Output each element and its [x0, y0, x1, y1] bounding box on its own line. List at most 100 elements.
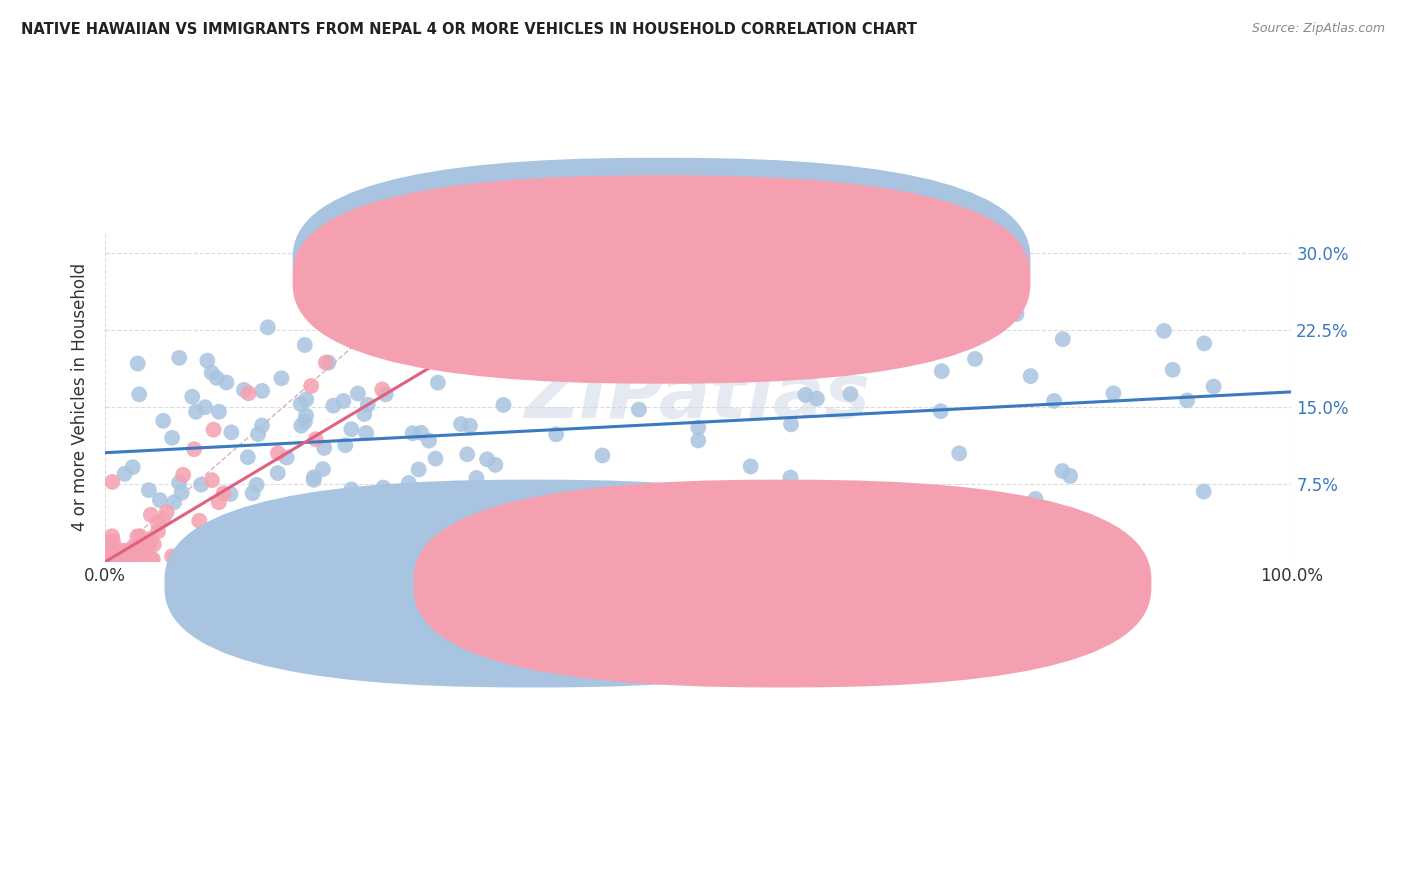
Point: [118, 543, 141, 558]
Text: NATIVE HAWAIIAN VS IMMIGRANTS FROM NEPAL 4 OR MORE VEHICLES IN HOUSEHOLD CORRELA: NATIVE HAWAIIAN VS IMMIGRANTS FROM NEPAL…: [21, 22, 917, 37]
Point: [299, 379, 322, 393]
Point: [134, 537, 156, 551]
Point: [426, 376, 449, 390]
Point: [398, 475, 420, 490]
Point: [121, 460, 143, 475]
Point: [824, 360, 846, 375]
Point: [146, 524, 169, 539]
Text: Immigrants from Nepal: Immigrants from Nepal: [806, 575, 983, 591]
Point: [290, 418, 312, 433]
Point: [121, 549, 143, 563]
Point: [141, 532, 163, 546]
Point: [219, 487, 242, 501]
Point: [100, 539, 122, 553]
Point: [186, 537, 208, 551]
Point: [184, 546, 207, 560]
Point: [340, 422, 363, 436]
Point: [318, 355, 340, 369]
Point: [1052, 464, 1074, 478]
Point: [1005, 307, 1028, 321]
Point: [1192, 484, 1215, 499]
Point: [221, 425, 243, 440]
Point: [156, 505, 179, 519]
Point: [465, 471, 488, 485]
Point: [238, 386, 260, 401]
Point: [242, 486, 264, 500]
Point: [1161, 363, 1184, 377]
Point: [280, 538, 302, 552]
Point: [107, 549, 129, 563]
Point: [688, 420, 710, 434]
Point: [205, 546, 228, 560]
Point: [759, 351, 782, 366]
Point: [160, 431, 183, 445]
Point: [740, 459, 762, 474]
Point: [1153, 324, 1175, 338]
Point: [546, 427, 568, 442]
Point: [94, 552, 117, 566]
Point: [340, 483, 363, 497]
Point: [492, 398, 515, 412]
Point: [100, 535, 122, 549]
Point: [374, 387, 396, 401]
Point: [138, 483, 160, 498]
Point: [627, 402, 650, 417]
Point: [267, 446, 290, 460]
Point: [458, 418, 481, 433]
Point: [232, 383, 254, 397]
Point: [167, 475, 190, 490]
Point: [752, 343, 775, 357]
Point: [779, 470, 801, 484]
Y-axis label: 4 or more Vehicles in Household: 4 or more Vehicles in Household: [72, 263, 89, 531]
Point: [132, 542, 155, 557]
Point: [167, 351, 190, 365]
Point: [195, 353, 218, 368]
Point: [108, 553, 131, 567]
Point: [188, 555, 211, 569]
Point: [1024, 491, 1046, 506]
Point: [948, 446, 970, 460]
Point: [266, 516, 288, 531]
Point: [357, 398, 380, 412]
Point: [181, 390, 204, 404]
Point: [136, 541, 159, 555]
Point: [401, 426, 423, 441]
Point: [183, 442, 205, 457]
Point: [170, 485, 193, 500]
Point: [215, 376, 238, 390]
Point: [312, 462, 335, 476]
Point: [1052, 332, 1074, 346]
Point: [335, 438, 357, 452]
Point: [373, 481, 395, 495]
Point: [172, 467, 194, 482]
Point: [247, 427, 270, 442]
Point: [193, 546, 215, 560]
Point: [100, 554, 122, 568]
Point: [114, 543, 136, 558]
Point: [100, 549, 122, 563]
Point: [378, 342, 401, 356]
Point: [163, 495, 186, 509]
Point: [591, 449, 613, 463]
FancyBboxPatch shape: [633, 252, 948, 293]
Point: [139, 508, 162, 522]
Point: [160, 549, 183, 564]
Point: [371, 383, 394, 397]
Point: [208, 495, 231, 509]
Point: [294, 415, 316, 429]
Point: [101, 533, 124, 548]
Point: [391, 529, 413, 543]
Point: [253, 550, 276, 565]
Point: [256, 320, 278, 334]
Text: R =  0.318   N = 71: R = 0.318 N = 71: [685, 270, 846, 288]
Point: [484, 458, 506, 472]
Point: [295, 409, 318, 423]
Point: [107, 553, 129, 567]
Point: [425, 451, 447, 466]
Point: [152, 414, 174, 428]
Point: [354, 425, 377, 440]
Point: [165, 551, 187, 566]
Point: [104, 549, 127, 564]
Point: [124, 541, 146, 555]
Point: [276, 450, 298, 465]
